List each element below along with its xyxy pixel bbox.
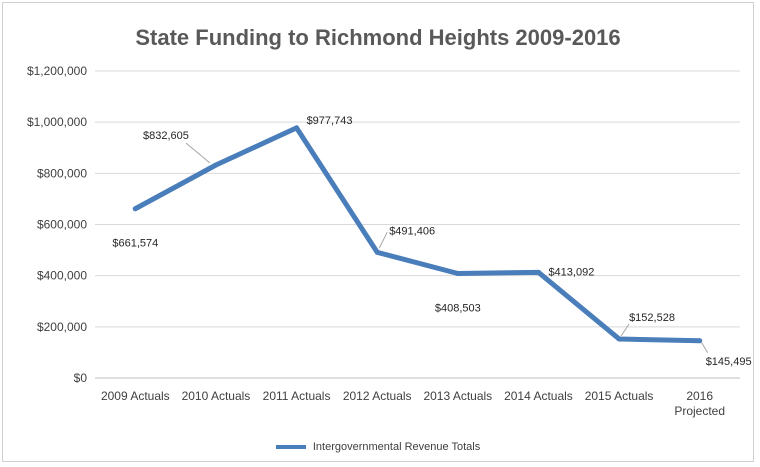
x-tick-label: 2016 Projected — [674, 389, 725, 418]
data-label: $491,406 — [389, 225, 435, 237]
data-label: $152,528 — [629, 312, 675, 324]
data-label-leader — [378, 232, 388, 249]
data-label-leader — [185, 142, 211, 164]
data-point — [374, 249, 380, 255]
data-point — [455, 270, 461, 276]
x-tick-label: 2015 Actuals — [585, 389, 654, 403]
data-point — [697, 338, 703, 344]
x-tick-label: 2009 Actuals — [101, 389, 170, 403]
x-tick-label: 2010 Actuals — [182, 389, 251, 403]
data-label-leader — [620, 323, 630, 337]
data-label: $413,092 — [548, 266, 594, 278]
data-point — [294, 125, 300, 131]
chart-area: State Funding to Richmond Heights 2009-2… — [2, 2, 754, 462]
data-label: $145,495 — [706, 356, 752, 368]
legend: Intergovernmental Revenue Totals — [3, 441, 753, 453]
x-tick-label: 2012 Actuals — [343, 389, 412, 403]
y-tick-label: $400,000 — [37, 269, 87, 283]
x-tick-label: 2013 Actuals — [423, 389, 492, 403]
x-tick-label: 2011 Actuals — [263, 389, 331, 403]
y-tick-label: $600,000 — [37, 218, 87, 232]
legend-label: Intergovernmental Revenue Totals — [312, 441, 481, 453]
y-tick-label: $200,000 — [37, 320, 87, 334]
y-tick-label: $800,000 — [37, 166, 87, 180]
chart-title: State Funding to Richmond Heights 2009-2… — [135, 25, 621, 50]
legend-swatch — [275, 445, 306, 450]
data-label: $661,574 — [112, 238, 158, 250]
line-chart: $0 $200,000 $400,000 $600,000 $800,000 $1,000… — [27, 64, 752, 418]
data-label: $832,605 — [143, 130, 189, 142]
data-point — [616, 336, 622, 342]
data-point — [213, 162, 219, 168]
y-tick-label: $0 — [74, 371, 88, 385]
series-line — [132, 125, 703, 344]
y-tick-label: $1,000,000 — [27, 115, 87, 129]
x-tick-label: 2014 Actuals — [504, 389, 573, 403]
data-label-leader — [701, 342, 709, 354]
data-point — [132, 206, 138, 212]
y-tick-label: $1,200,000 — [27, 64, 87, 78]
data-label: $977,743 — [307, 115, 353, 127]
data-label: $408,503 — [435, 302, 481, 314]
data-point — [535, 269, 541, 275]
